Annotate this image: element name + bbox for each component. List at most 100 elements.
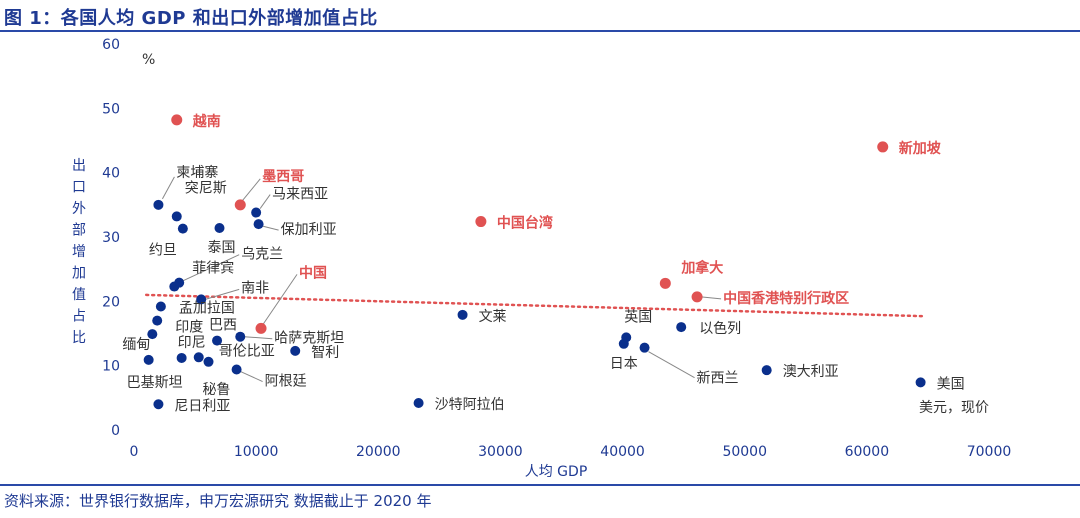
x-tick-label: 10000 (234, 444, 279, 460)
data-point (203, 356, 214, 367)
data-point (413, 397, 424, 408)
data-points (143, 114, 926, 410)
x-tick-label: 70000 (967, 444, 1012, 460)
data-point (193, 352, 204, 363)
data-point (171, 211, 182, 222)
data-point-label: 印度 (175, 320, 203, 336)
leader-line (648, 351, 695, 379)
data-point-label: 越南 (192, 113, 221, 130)
data-point (231, 364, 242, 375)
y-axis-title-char: 增 (72, 244, 86, 260)
data-point (169, 281, 180, 292)
y-axis-title-char: 占 (72, 309, 86, 325)
y-axis-title-char: 加 (72, 266, 86, 282)
data-point-label: 秘鲁 (203, 382, 231, 398)
leader-line (161, 176, 175, 200)
data-point-label: 孟加拉国 (179, 300, 235, 316)
y-tick-label: 40 (102, 166, 120, 182)
data-point (255, 322, 267, 334)
data-point-label: 加拿大 (680, 259, 723, 276)
data-point-label: 柬埔寨 (176, 164, 218, 181)
leader-line (205, 288, 240, 300)
x-tick-label: 60000 (845, 444, 890, 460)
data-point-label: 智利 (311, 345, 339, 361)
data-point (915, 377, 926, 388)
data-point-label: 沙特阿拉伯 (435, 397, 505, 413)
y-axis-title-char: 比 (72, 330, 86, 346)
data-point (214, 222, 225, 233)
y-tick-label: 30 (102, 230, 120, 246)
data-point (152, 315, 163, 326)
data-point-label: 日本 (610, 356, 638, 372)
data-point-label: 新西兰 (697, 371, 739, 387)
x-tick-label: 50000 (722, 444, 767, 460)
data-point (155, 301, 166, 312)
data-point-label: 保加利亚 (281, 222, 337, 238)
title-divider (0, 30, 1080, 32)
data-point-label: 南非 (241, 280, 269, 296)
data-point (196, 294, 207, 305)
data-point (475, 216, 487, 228)
data-point (212, 335, 223, 346)
leader-line (262, 225, 279, 231)
y-axis-title: 出口外部增加值占比 (72, 158, 86, 346)
figure-title: 图 1：各国人均 GDP 和出口外部增加值占比 (4, 8, 378, 29)
data-point-label: 缅甸 (122, 337, 150, 353)
data-point (234, 199, 246, 211)
leader-line (240, 371, 263, 382)
y-tick-label: 20 (102, 294, 120, 310)
data-point (171, 114, 183, 126)
data-point (761, 365, 772, 376)
data-point-label: 澳大利亚 (783, 364, 839, 380)
data-point-label: 乌克兰 (241, 247, 283, 263)
scatter-chart: 0 10 20 30 40 50 60 0 10000 20000 30000 40000 50000… (72, 37, 1012, 480)
y-tick-label: 0 (111, 423, 120, 439)
label-leader-lines (161, 176, 722, 382)
data-point-label: 哥伦比亚 (219, 343, 275, 359)
data-point (143, 354, 154, 365)
data-point-label: 以色列 (699, 320, 741, 337)
data-point-label: 菲律宾 (192, 261, 234, 277)
data-point-label: 中国 (299, 264, 327, 281)
x-tick-label: 30000 (478, 444, 523, 460)
data-point (147, 329, 158, 340)
data-point (177, 223, 188, 234)
leader-line (241, 178, 261, 202)
data-point-label: 突尼斯 (185, 180, 227, 196)
data-point-label: 新加坡 (899, 140, 942, 157)
data-point-label: 英国 (624, 308, 652, 325)
data-point (253, 219, 264, 230)
leader-line (262, 274, 298, 325)
data-point-label: 阿根廷 (265, 374, 307, 390)
data-point (235, 331, 246, 342)
y-axis-title-char: 口 (72, 180, 86, 196)
y-tick-label: 10 (102, 359, 120, 375)
data-point (691, 291, 703, 303)
data-point (153, 199, 164, 210)
leader-line (259, 194, 271, 209)
data-point-label: 约旦 (149, 243, 177, 259)
x-tick-label: 20000 (356, 444, 401, 460)
data-point-label: 印尼 (178, 335, 206, 351)
x-tick-labels: 0 10000 20000 30000 40000 50000 60000 70000 (130, 444, 1012, 460)
data-point (877, 141, 889, 153)
footer-divider (0, 484, 1080, 486)
data-point-label: 马来西亚 (272, 187, 328, 203)
y-unit-label: % (142, 52, 155, 68)
data-point-label: 美国 (937, 376, 965, 392)
data-point-label: 哈萨克斯坦 (274, 331, 344, 347)
data-point (639, 342, 650, 353)
data-point (153, 399, 164, 410)
data-point (251, 207, 262, 218)
data-point-label: 文莱 (479, 309, 507, 325)
y-tick-labels: 0 10 20 30 40 50 60 (102, 37, 120, 439)
data-point-label: 尼日利亚 (174, 398, 230, 414)
leader-line (244, 336, 273, 340)
leader-line (701, 296, 722, 300)
data-point (176, 352, 187, 363)
data-point-label: 巴西 (209, 318, 237, 334)
data-point (618, 338, 629, 349)
leader-line (182, 254, 240, 282)
data-point-label: 泰国 (208, 240, 236, 256)
